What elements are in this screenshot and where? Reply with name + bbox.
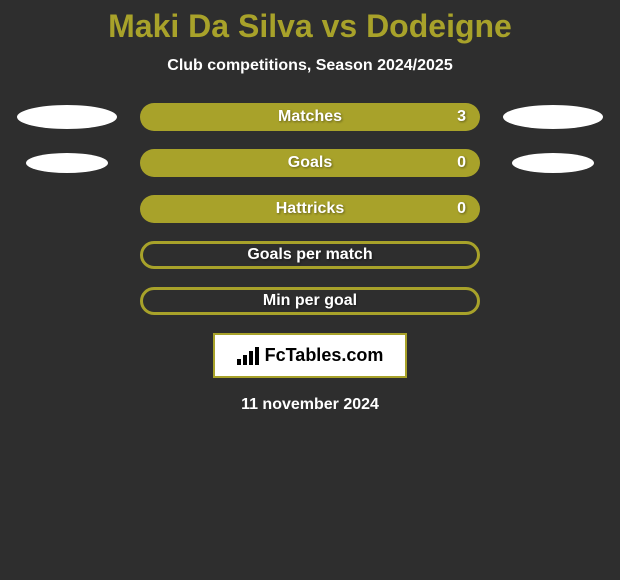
stat-bar: Goals per match bbox=[140, 241, 480, 269]
stat-label: Goals per match bbox=[247, 246, 372, 264]
stat-bar: Min per goal bbox=[140, 287, 480, 315]
stat-bar: Matches 3 bbox=[140, 103, 480, 131]
chart-icon bbox=[237, 347, 259, 365]
date-text: 11 november 2024 bbox=[241, 396, 379, 414]
stat-row: Min per goal bbox=[0, 287, 620, 315]
comparison-subtitle: Club competitions, Season 2024/2025 bbox=[167, 57, 452, 75]
stat-label: Min per goal bbox=[263, 292, 357, 310]
stat-label: Goals bbox=[288, 154, 332, 172]
stat-row: Goals per match bbox=[0, 241, 620, 269]
comparison-title: Maki Da Silva vs Dodeigne bbox=[108, 8, 512, 45]
brand-box: FcTables.com bbox=[213, 333, 408, 378]
infographic-container: Maki Da Silva vs Dodeigne Club competiti… bbox=[0, 0, 620, 580]
right-ellipse bbox=[512, 153, 594, 173]
stat-value: 3 bbox=[457, 108, 466, 126]
stat-label: Hattricks bbox=[276, 200, 344, 218]
stat-row: Matches 3 bbox=[0, 103, 620, 131]
stat-value: 0 bbox=[457, 200, 466, 218]
stat-label: Matches bbox=[278, 108, 342, 126]
left-ellipse bbox=[17, 105, 117, 129]
left-ellipse bbox=[26, 153, 108, 173]
brand-text: FcTables.com bbox=[265, 345, 384, 366]
stat-row: Hattricks 0 bbox=[0, 195, 620, 223]
stat-rows: Matches 3 Goals 0 Hattricks 0 Goals per match M… bbox=[0, 103, 620, 315]
stat-bar: Goals 0 bbox=[140, 149, 480, 177]
right-ellipse bbox=[503, 105, 603, 129]
stat-value: 0 bbox=[457, 154, 466, 172]
stat-row: Goals 0 bbox=[0, 149, 620, 177]
stat-bar: Hattricks 0 bbox=[140, 195, 480, 223]
